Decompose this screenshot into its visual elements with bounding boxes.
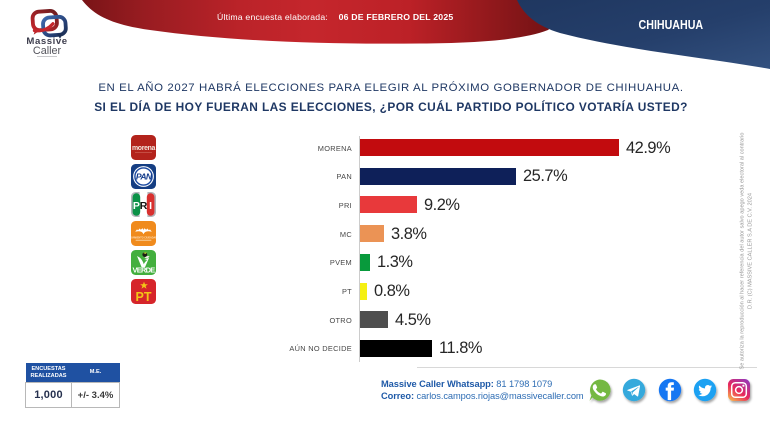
svg-text:VERDE: VERDE: [133, 265, 156, 274]
svg-text:PAN: PAN: [136, 171, 153, 181]
svg-text:R: R: [140, 200, 148, 212]
svg-text:morena: morena: [132, 145, 156, 152]
svg-text:I: I: [149, 200, 152, 212]
svg-text:PT: PT: [136, 289, 152, 303]
svg-text:MOVIMIENTO CIUDADANO: MOVIMIENTO CIUDADANO: [131, 236, 156, 239]
svg-text:P: P: [133, 200, 140, 212]
